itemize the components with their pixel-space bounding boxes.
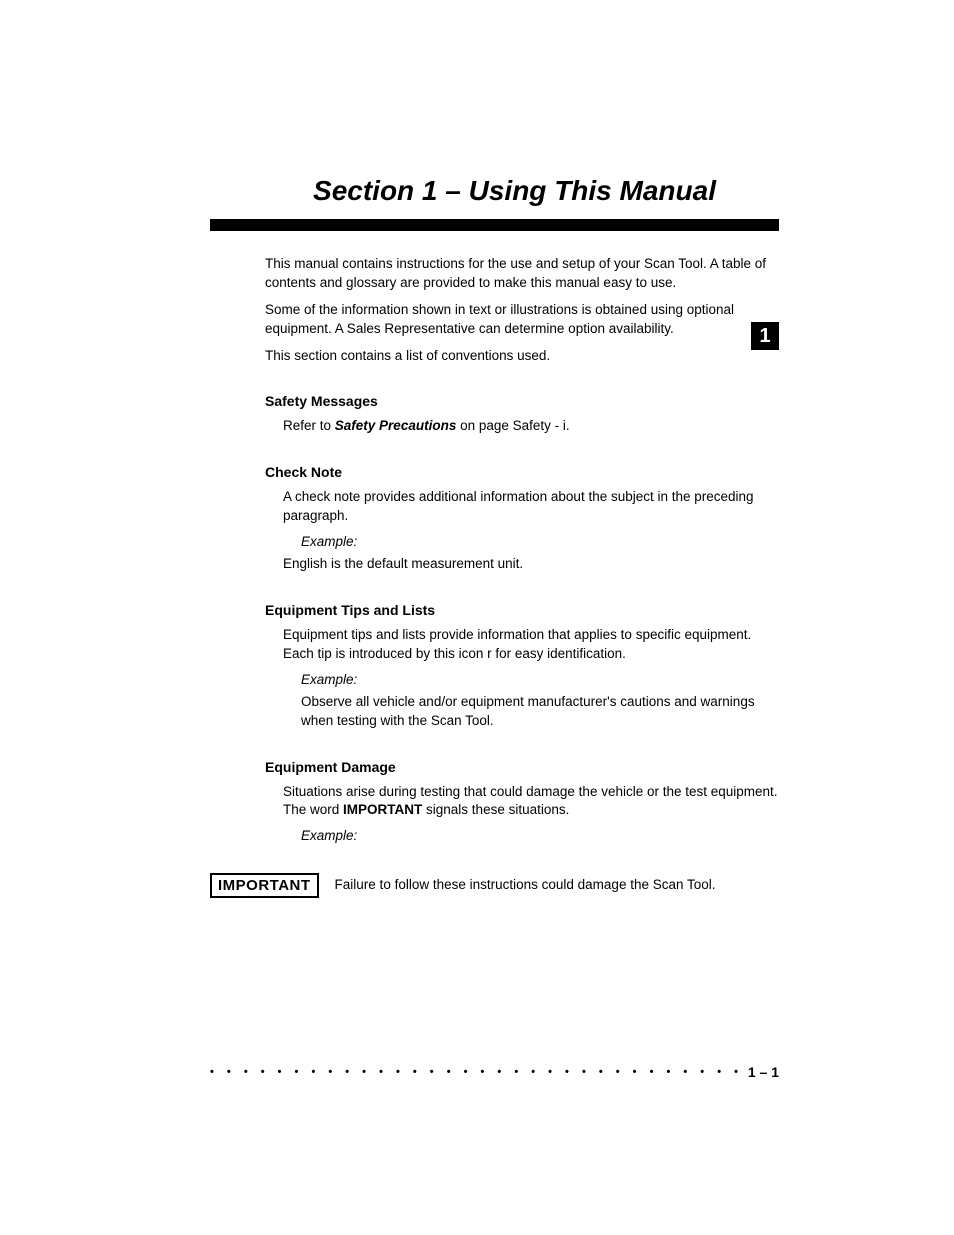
check-note-example-text: English is the default measurement unit.	[283, 555, 779, 574]
equipment-tips-example-label: Example:	[301, 672, 779, 687]
important-box-label: IMPORTANT	[210, 873, 319, 898]
equipment-damage-example-label: Example:	[301, 828, 779, 843]
footer-dots: • • • • • • • • • • • • • • • • • • • • …	[210, 1066, 738, 1078]
section-title: Section 1 – Using This Manual	[250, 175, 779, 207]
check-note-heading: Check Note	[265, 464, 779, 480]
important-word: IMPORTANT	[343, 802, 422, 817]
manual-page: Section 1 – Using This Manual 1 This man…	[0, 0, 954, 898]
intro-paragraph-2: Some of the information shown in text or…	[265, 301, 779, 339]
equipment-tips-description: Equipment tips and lists provide informa…	[283, 626, 779, 664]
intro-block: This manual contains instructions for th…	[265, 255, 779, 365]
important-box-text: Failure to follow these instructions cou…	[335, 873, 716, 895]
damage-text-b: signals these situations.	[422, 802, 569, 817]
check-note-example-label: Example:	[301, 534, 779, 549]
safety-messages-heading: Safety Messages	[265, 393, 779, 409]
safety-messages-text: Refer to Safety Precautions on page Safe…	[283, 417, 779, 436]
equipment-damage-section: Equipment Damage Situations arise during…	[265, 759, 779, 844]
safety-messages-section: Safety Messages Refer to Safety Precauti…	[265, 393, 779, 436]
important-callout: IMPORTANT Failure to follow these instru…	[210, 873, 779, 898]
equipment-tips-section: Equipment Tips and Lists Equipment tips …	[265, 602, 779, 731]
section-number-tab: 1	[751, 322, 779, 350]
equipment-damage-description: Situations arise during testing that cou…	[283, 783, 779, 821]
safety-text-suffix: on page Safety - i.	[456, 418, 569, 433]
title-underline-bar	[210, 219, 779, 231]
equipment-damage-heading: Equipment Damage	[265, 759, 779, 775]
check-note-description: A check note provides additional informa…	[283, 488, 779, 526]
safety-text-prefix: Refer to	[283, 418, 335, 433]
check-note-section: Check Note A check note provides additio…	[265, 464, 779, 574]
equipment-tips-heading: Equipment Tips and Lists	[265, 602, 779, 618]
intro-paragraph-3: This section contains a list of conventi…	[265, 347, 779, 366]
equipment-tips-example-text: Observe all vehicle and/or equipment man…	[301, 693, 779, 731]
intro-paragraph-1: This manual contains instructions for th…	[265, 255, 779, 293]
page-footer: • • • • • • • • • • • • • • • • • • • • …	[210, 1064, 779, 1080]
page-number: 1 – 1	[748, 1064, 779, 1080]
safety-precautions-ref: Safety Precautions	[335, 418, 457, 433]
